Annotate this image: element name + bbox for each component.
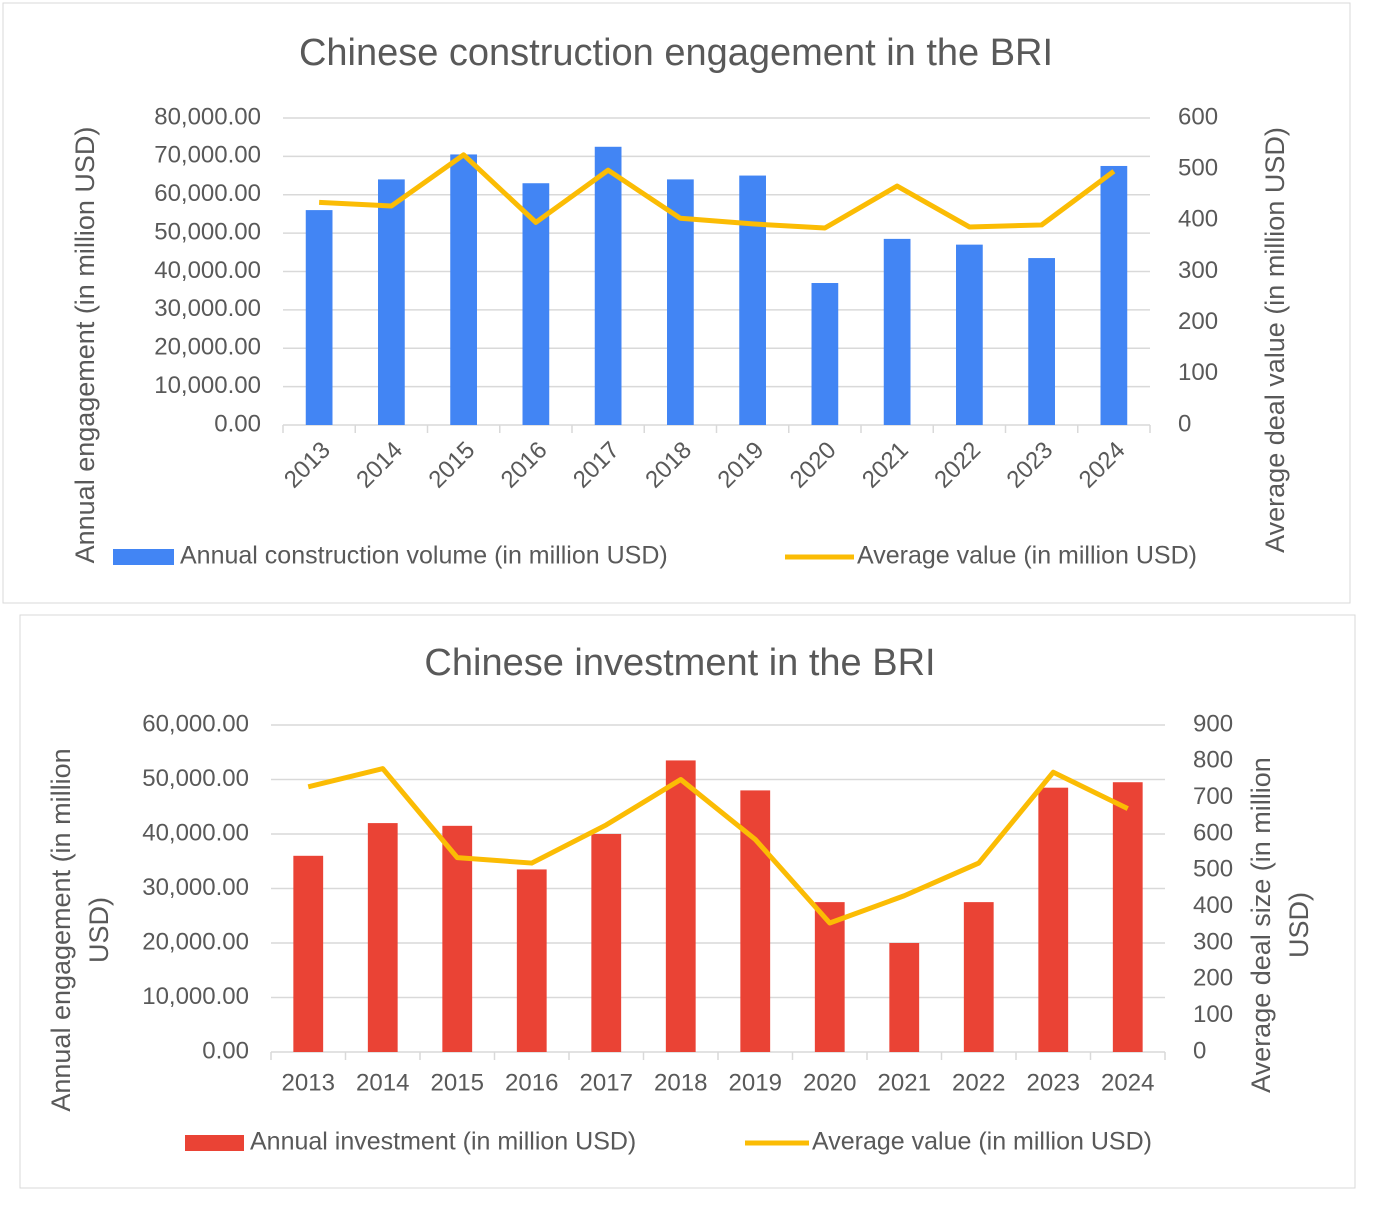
panel — [2, 2, 1351, 604]
y2-tick-label: 100 — [1193, 1001, 1233, 1028]
bar — [889, 943, 920, 1052]
y2-tick-label: 100 — [1178, 359, 1218, 386]
y-tick-label: 30,000.00 — [154, 295, 261, 322]
y-tick-label: 40,000.00 — [154, 257, 261, 284]
y2-tick-label: 900 — [1193, 710, 1233, 737]
bar — [1112, 782, 1143, 1052]
x-tick-label: 2022 — [929, 437, 986, 494]
y-axis-title: Annual engagement (in million USD) — [70, 126, 100, 564]
x-tick-label: 2023 — [1027, 1069, 1080, 1096]
chart-title: Chinese investment in the BRI — [424, 642, 935, 684]
line — [319, 152, 1116, 231]
legend-label: Annual investment (in million USD) — [250, 1128, 636, 1156]
y2-tick-label: 200 — [1178, 308, 1218, 335]
legend-swatch — [113, 549, 174, 565]
x-tick-label: 2018 — [654, 1069, 707, 1096]
panel — [19, 614, 1356, 1189]
bar — [378, 179, 405, 425]
bar — [739, 175, 766, 425]
line — [307, 766, 1129, 926]
x-tick-label: 2017 — [580, 1069, 633, 1096]
bar — [442, 825, 473, 1052]
bar — [963, 902, 994, 1052]
y2-tick-label: 700 — [1193, 783, 1233, 810]
x-tick-label: 2014 — [351, 437, 408, 494]
y-tick-label: 20,000.00 — [154, 334, 261, 361]
y2-tick-label: 500 — [1178, 155, 1218, 182]
bar — [591, 834, 622, 1052]
x-tick-label: 2023 — [1002, 437, 1059, 494]
legend-swatch — [185, 1135, 244, 1151]
y-tick-label: 60,000.00 — [154, 180, 261, 207]
x-tick-label: 2021 — [878, 1069, 931, 1096]
y2-axis-title: Average deal value (in million USD) — [1260, 127, 1290, 553]
y-tick-label: 70,000.00 — [154, 142, 261, 169]
bar — [956, 244, 983, 425]
y-axis-title: Annual engagement (in million USD) — [46, 748, 114, 1112]
bar — [293, 855, 324, 1052]
y-tick-label: 30,000.00 — [142, 874, 249, 901]
x-tick-label: 2019 — [713, 437, 770, 494]
x-tick-label: 2016 — [496, 437, 553, 494]
x-tick-label: 2019 — [729, 1069, 782, 1096]
y2-tick-label: 0 — [1178, 410, 1191, 437]
y2-tick-label: 300 — [1178, 257, 1218, 284]
y-tick-label: 80,000.00 — [154, 103, 261, 130]
bar — [450, 154, 477, 426]
x-tick-label: 2017 — [568, 437, 625, 494]
x-tick-label: 2015 — [424, 437, 481, 494]
x-tick-label: 2016 — [505, 1069, 558, 1096]
y-tick-label: 40,000.00 — [142, 819, 249, 846]
bar — [814, 902, 845, 1052]
y2-tick-label: 800 — [1193, 747, 1233, 774]
y-tick-label: 20,000.00 — [142, 928, 249, 955]
y2-tick-label: 500 — [1193, 856, 1233, 883]
x-tick-label: 2013 — [282, 1069, 335, 1096]
y-tick-label: 10,000.00 — [154, 372, 261, 399]
y-tick-label: 10,000.00 — [142, 983, 249, 1010]
y2-tick-label: 200 — [1193, 965, 1233, 992]
x-tick-label: 2020 — [785, 437, 842, 494]
bar — [665, 760, 696, 1052]
legend-label: Annual construction volume (in million U… — [180, 542, 668, 570]
bar — [1038, 787, 1069, 1052]
legend-label: Average value (in million USD) — [857, 542, 1197, 570]
bar — [811, 283, 839, 425]
y2-axis-title: Average deal size (in million USD) — [1246, 757, 1314, 1093]
chart-title: Chinese construction engagement in the B… — [299, 32, 1053, 74]
x-tick-label: 2022 — [952, 1069, 1005, 1096]
x-tick-label: 2024 — [1074, 437, 1131, 494]
bar — [1100, 165, 1128, 425]
y2-tick-label: 400 — [1193, 892, 1233, 919]
bar — [305, 210, 333, 425]
bar — [1028, 258, 1055, 425]
x-tick-label: 2024 — [1101, 1069, 1154, 1096]
y-tick-label: 60,000.00 — [142, 710, 249, 737]
bar — [516, 869, 547, 1052]
y2-tick-label: 600 — [1178, 103, 1218, 130]
y-tick-label: 0.00 — [202, 1037, 249, 1064]
y-tick-label: 50,000.00 — [154, 218, 261, 245]
x-tick-label: 2015 — [431, 1069, 484, 1096]
x-tick-label: 2018 — [640, 437, 697, 494]
y-tick-label: 50,000.00 — [142, 765, 249, 792]
x-tick-label: 2021 — [857, 437, 914, 494]
y2-tick-label: 300 — [1193, 928, 1233, 955]
x-tick-label: 2014 — [356, 1069, 409, 1096]
y-tick-label: 0.00 — [214, 410, 261, 437]
x-tick-label: 2020 — [803, 1069, 856, 1096]
y2-tick-label: 400 — [1178, 206, 1218, 233]
legend-label: Average value (in million USD) — [812, 1128, 1152, 1156]
y2-tick-label: 600 — [1193, 819, 1233, 846]
x-tick-label: 2013 — [279, 437, 336, 494]
y2-tick-label: 0 — [1193, 1037, 1206, 1064]
bar — [594, 146, 622, 425]
bar — [367, 823, 398, 1052]
bar — [883, 238, 911, 425]
